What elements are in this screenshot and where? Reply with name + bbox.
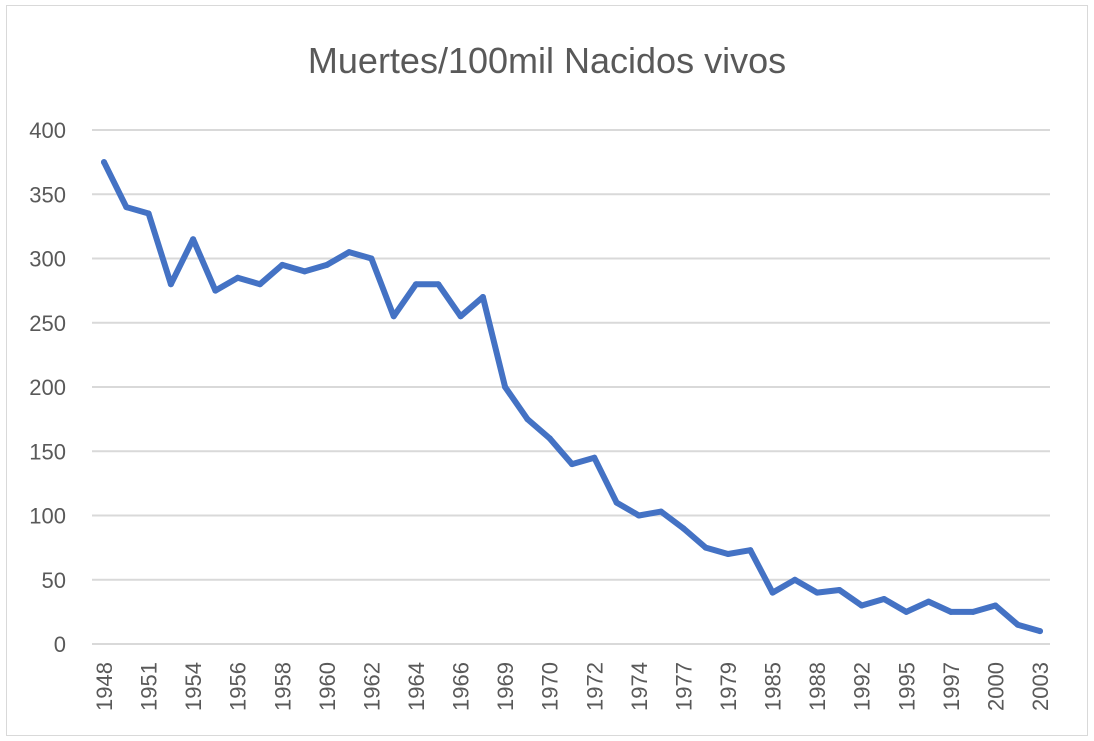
x-tick-label: 1988 <box>805 662 830 711</box>
data-point <box>390 313 397 320</box>
x-tick-label: 2003 <box>1028 662 1053 711</box>
data-point <box>791 576 798 583</box>
data-point <box>346 249 353 256</box>
data-point <box>234 274 241 281</box>
x-tick-label: 1970 <box>538 662 563 711</box>
data-point <box>101 159 107 166</box>
data-point <box>502 384 509 390</box>
y-tick-label: 400 <box>29 118 66 143</box>
data-point <box>635 512 642 519</box>
gridlines <box>92 129 1050 645</box>
data-point <box>992 602 999 609</box>
data-point <box>970 608 977 615</box>
data-point <box>413 281 419 288</box>
data-point <box>881 596 887 602</box>
x-tick-label: 1954 <box>181 662 206 711</box>
data-point <box>167 281 174 288</box>
data-point <box>435 281 442 288</box>
data-point <box>546 435 553 442</box>
x-tick-label: 1966 <box>449 662 474 711</box>
x-tick-label: 1977 <box>671 662 696 711</box>
x-tick-label: 1948 <box>92 662 117 711</box>
y-tick-label: 150 <box>29 439 66 464</box>
y-tick-label: 300 <box>29 247 66 272</box>
chart-title: Muertes/100mil Nacidos vivos <box>307 40 787 81</box>
x-tick-label: 1951 <box>137 662 162 711</box>
data-point <box>368 255 375 262</box>
data-point <box>591 454 598 461</box>
series-line <box>101 159 1043 635</box>
x-tick-label: 1979 <box>716 662 741 711</box>
data-point <box>123 204 130 211</box>
data-point <box>725 551 731 557</box>
data-point <box>613 499 620 506</box>
data-point <box>836 587 843 593</box>
x-tick-label: 1958 <box>270 662 295 711</box>
x-tick-label: 1964 <box>404 662 429 711</box>
data-point <box>323 261 330 268</box>
y-tick-label: 50 <box>42 568 66 593</box>
data-point <box>524 416 531 423</box>
x-axis-ticks: 1948 1951 1954 1956 1958 1960 1962 1964 1966 1969… <box>92 662 1053 711</box>
data-point <box>747 547 754 554</box>
data-point <box>279 261 286 268</box>
data-point <box>301 268 308 275</box>
data-point <box>947 608 954 615</box>
x-tick-label: 1985 <box>761 662 786 711</box>
series-lines <box>101 159 1043 635</box>
y-axis-ticks: 0 50 100 150 200 250 300 350 400 <box>29 118 66 657</box>
data-point <box>1037 628 1043 635</box>
data-point <box>457 313 464 320</box>
x-tick-label: 1962 <box>359 662 384 711</box>
x-tick-label: 1969 <box>493 662 518 711</box>
data-point <box>702 544 709 551</box>
y-tick-label: 0 <box>54 632 66 657</box>
data-point <box>814 589 821 596</box>
data-point <box>925 598 932 605</box>
x-tick-label: 2000 <box>983 662 1008 711</box>
data-point <box>858 602 865 609</box>
data-point <box>658 508 665 515</box>
y-tick-label: 100 <box>29 504 66 529</box>
x-tick-label: 1992 <box>850 662 875 711</box>
y-tick-label: 350 <box>29 182 66 207</box>
x-tick-label: 1974 <box>627 662 652 711</box>
x-tick-label: 1997 <box>939 662 964 711</box>
data-point <box>145 210 152 217</box>
data-point <box>479 294 486 300</box>
x-tick-label: 1956 <box>226 662 251 711</box>
x-tick-label: 1960 <box>315 662 340 711</box>
y-tick-label: 250 <box>29 311 66 336</box>
data-point <box>903 608 910 615</box>
x-tick-label: 1972 <box>582 662 607 711</box>
y-tick-label: 200 <box>29 375 66 400</box>
data-point <box>212 287 219 294</box>
data-point <box>569 461 575 468</box>
data-point <box>680 525 687 532</box>
data-point <box>1014 621 1021 628</box>
x-tick-label: 1995 <box>894 662 919 711</box>
data-point <box>257 281 263 288</box>
data-point <box>190 236 197 243</box>
data-point <box>769 589 776 596</box>
